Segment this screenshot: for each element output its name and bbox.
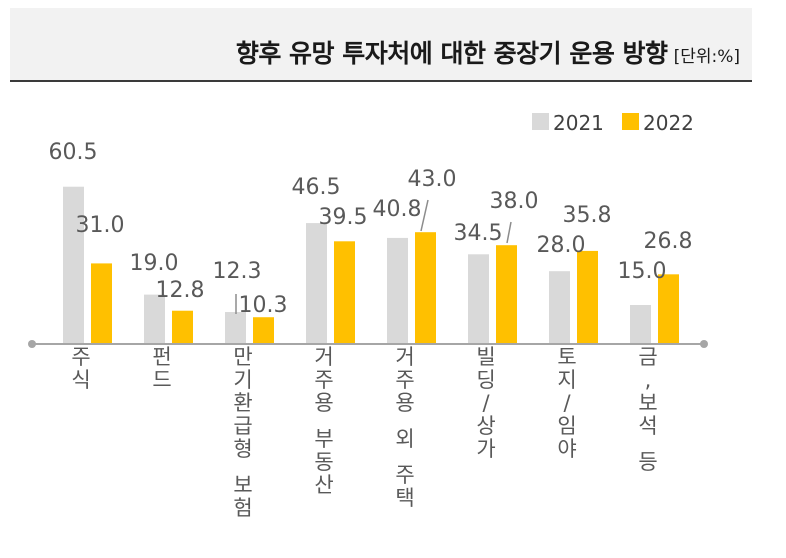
x-axis bbox=[28, 340, 708, 348]
legend-label-2021: 2021 bbox=[553, 111, 604, 135]
category-label-5: 빌 딩 / 상 가 bbox=[476, 345, 495, 461]
value-label-2021-7: 15.0 bbox=[618, 259, 667, 284]
value-label-2021-0: 60.5 bbox=[49, 140, 98, 165]
value-label-2021-5: 34.5 bbox=[454, 221, 503, 246]
bar-2021-3 bbox=[306, 223, 327, 344]
bar-2022-5 bbox=[496, 245, 517, 344]
legend-label-2022: 2022 bbox=[643, 111, 694, 135]
bar-2022-2 bbox=[253, 317, 274, 344]
axis-end-right bbox=[700, 340, 708, 348]
value-label-2022-5: 38.0 bbox=[490, 189, 539, 214]
leader-line-4 bbox=[421, 200, 428, 231]
axis-end-left bbox=[28, 340, 36, 348]
bar-2021-4 bbox=[387, 238, 408, 344]
value-label-2021-4: 40.8 bbox=[373, 197, 422, 222]
legend-swatch-2021 bbox=[532, 113, 549, 130]
value-label-2021-6: 28.0 bbox=[537, 233, 586, 258]
value-label-2022-2: 10.3 bbox=[239, 293, 288, 318]
value-label-2022-4: 43.0 bbox=[408, 167, 457, 192]
category-labels: 주 식 펀 드 만 기 환 급 형 보 험 거 주 용 부 동 산 거 주 용 외 주 택 빌 딩 / 상 가 토 지 / 임 야 금, 보… bbox=[71, 345, 657, 520]
bar-2022-0 bbox=[91, 263, 112, 344]
value-label-2022-1: 12.8 bbox=[156, 278, 205, 303]
value-label-2021-3: 46.5 bbox=[292, 175, 341, 200]
value-label-2022-6: 35.8 bbox=[563, 203, 612, 228]
bar-2022-6 bbox=[577, 251, 598, 344]
value-label-2022-0: 31.0 bbox=[76, 213, 125, 238]
value-label-2022-7: 26.8 bbox=[644, 229, 693, 254]
bar-2022-4 bbox=[415, 232, 436, 344]
value-label-2022-3: 39.5 bbox=[319, 205, 368, 230]
bar-2022-7 bbox=[658, 274, 679, 344]
bar-2021-7 bbox=[630, 305, 651, 344]
value-label-2021-1: 19.0 bbox=[130, 251, 179, 276]
legend-swatch-2022 bbox=[622, 113, 639, 130]
legend: 2021 2022 bbox=[532, 111, 694, 135]
bar-2021-0 bbox=[63, 187, 84, 344]
bar-2022-1 bbox=[172, 311, 193, 344]
bar-2022-3 bbox=[334, 241, 355, 344]
bar-2021-5 bbox=[468, 254, 489, 344]
leader-line-5 bbox=[507, 222, 511, 243]
bar-2021-6 bbox=[549, 271, 570, 344]
value-label-2021-2: 12.3 bbox=[213, 259, 262, 284]
category-label-6: 토 지 / 임 야 bbox=[557, 345, 576, 461]
